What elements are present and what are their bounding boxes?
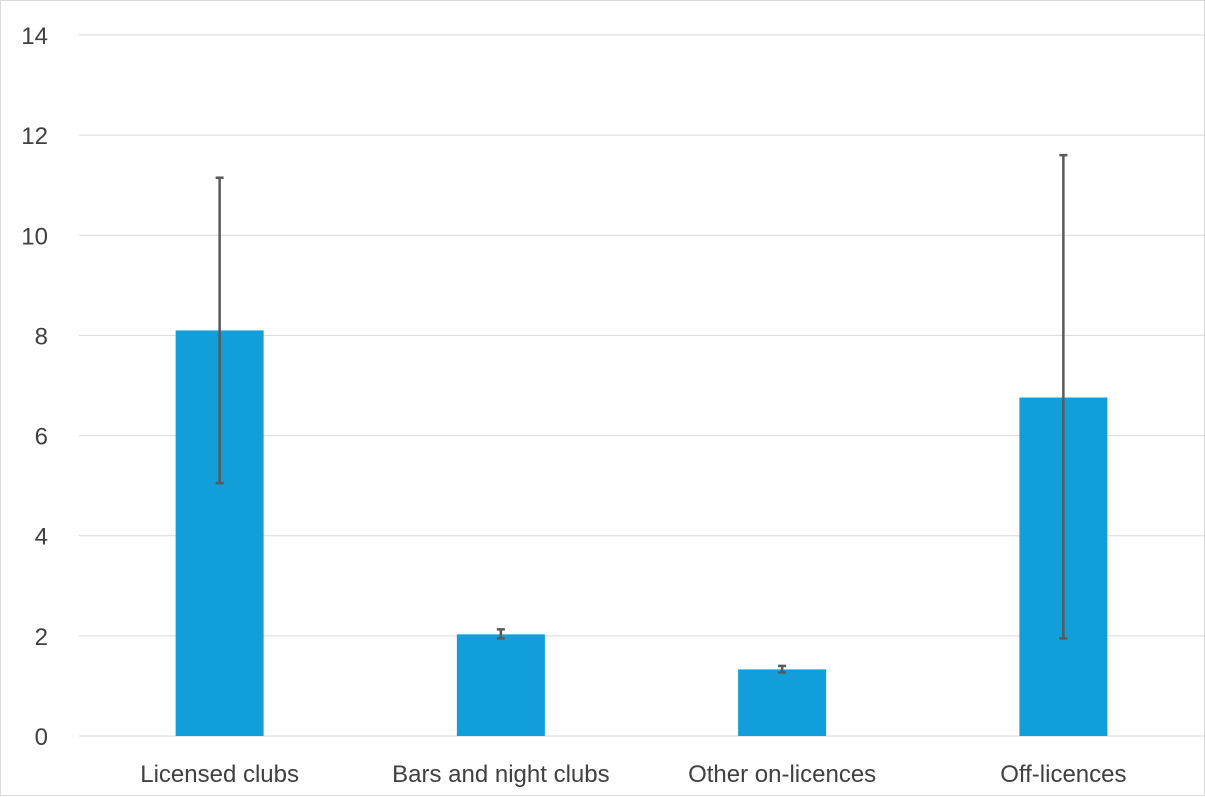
y-axis-ticks: 0 2 4 6 8 10 12 14 <box>21 23 48 751</box>
x-axis-labels: Licensed clubs Bars and night clubs Other … <box>140 761 1126 788</box>
x-category-label: Off-licences <box>1000 761 1126 788</box>
error-bar <box>778 664 787 674</box>
y-tick-label: 0 <box>35 724 48 751</box>
x-category-label: Licensed clubs <box>140 761 299 788</box>
y-tick-label: 14 <box>21 23 48 50</box>
y-tick-label: 4 <box>35 524 48 551</box>
y-tick-label: 12 <box>21 123 48 150</box>
y-tick-label: 2 <box>35 624 48 651</box>
y-tick-label: 10 <box>21 223 48 250</box>
error-bar <box>496 628 505 640</box>
y-tick-label: 8 <box>35 323 48 350</box>
y-tick-label: 6 <box>35 424 48 451</box>
error-bars <box>215 153 1068 674</box>
bar-other-on-licences <box>738 669 827 736</box>
error-bar <box>215 176 224 485</box>
bar-bars-and-night-clubs <box>456 634 545 736</box>
x-category-label: Bars and night clubs <box>392 761 609 788</box>
x-category-label: Other on-licences <box>688 761 876 788</box>
bars <box>175 330 1108 736</box>
gridlines <box>79 34 1204 737</box>
error-bar <box>1059 153 1068 640</box>
